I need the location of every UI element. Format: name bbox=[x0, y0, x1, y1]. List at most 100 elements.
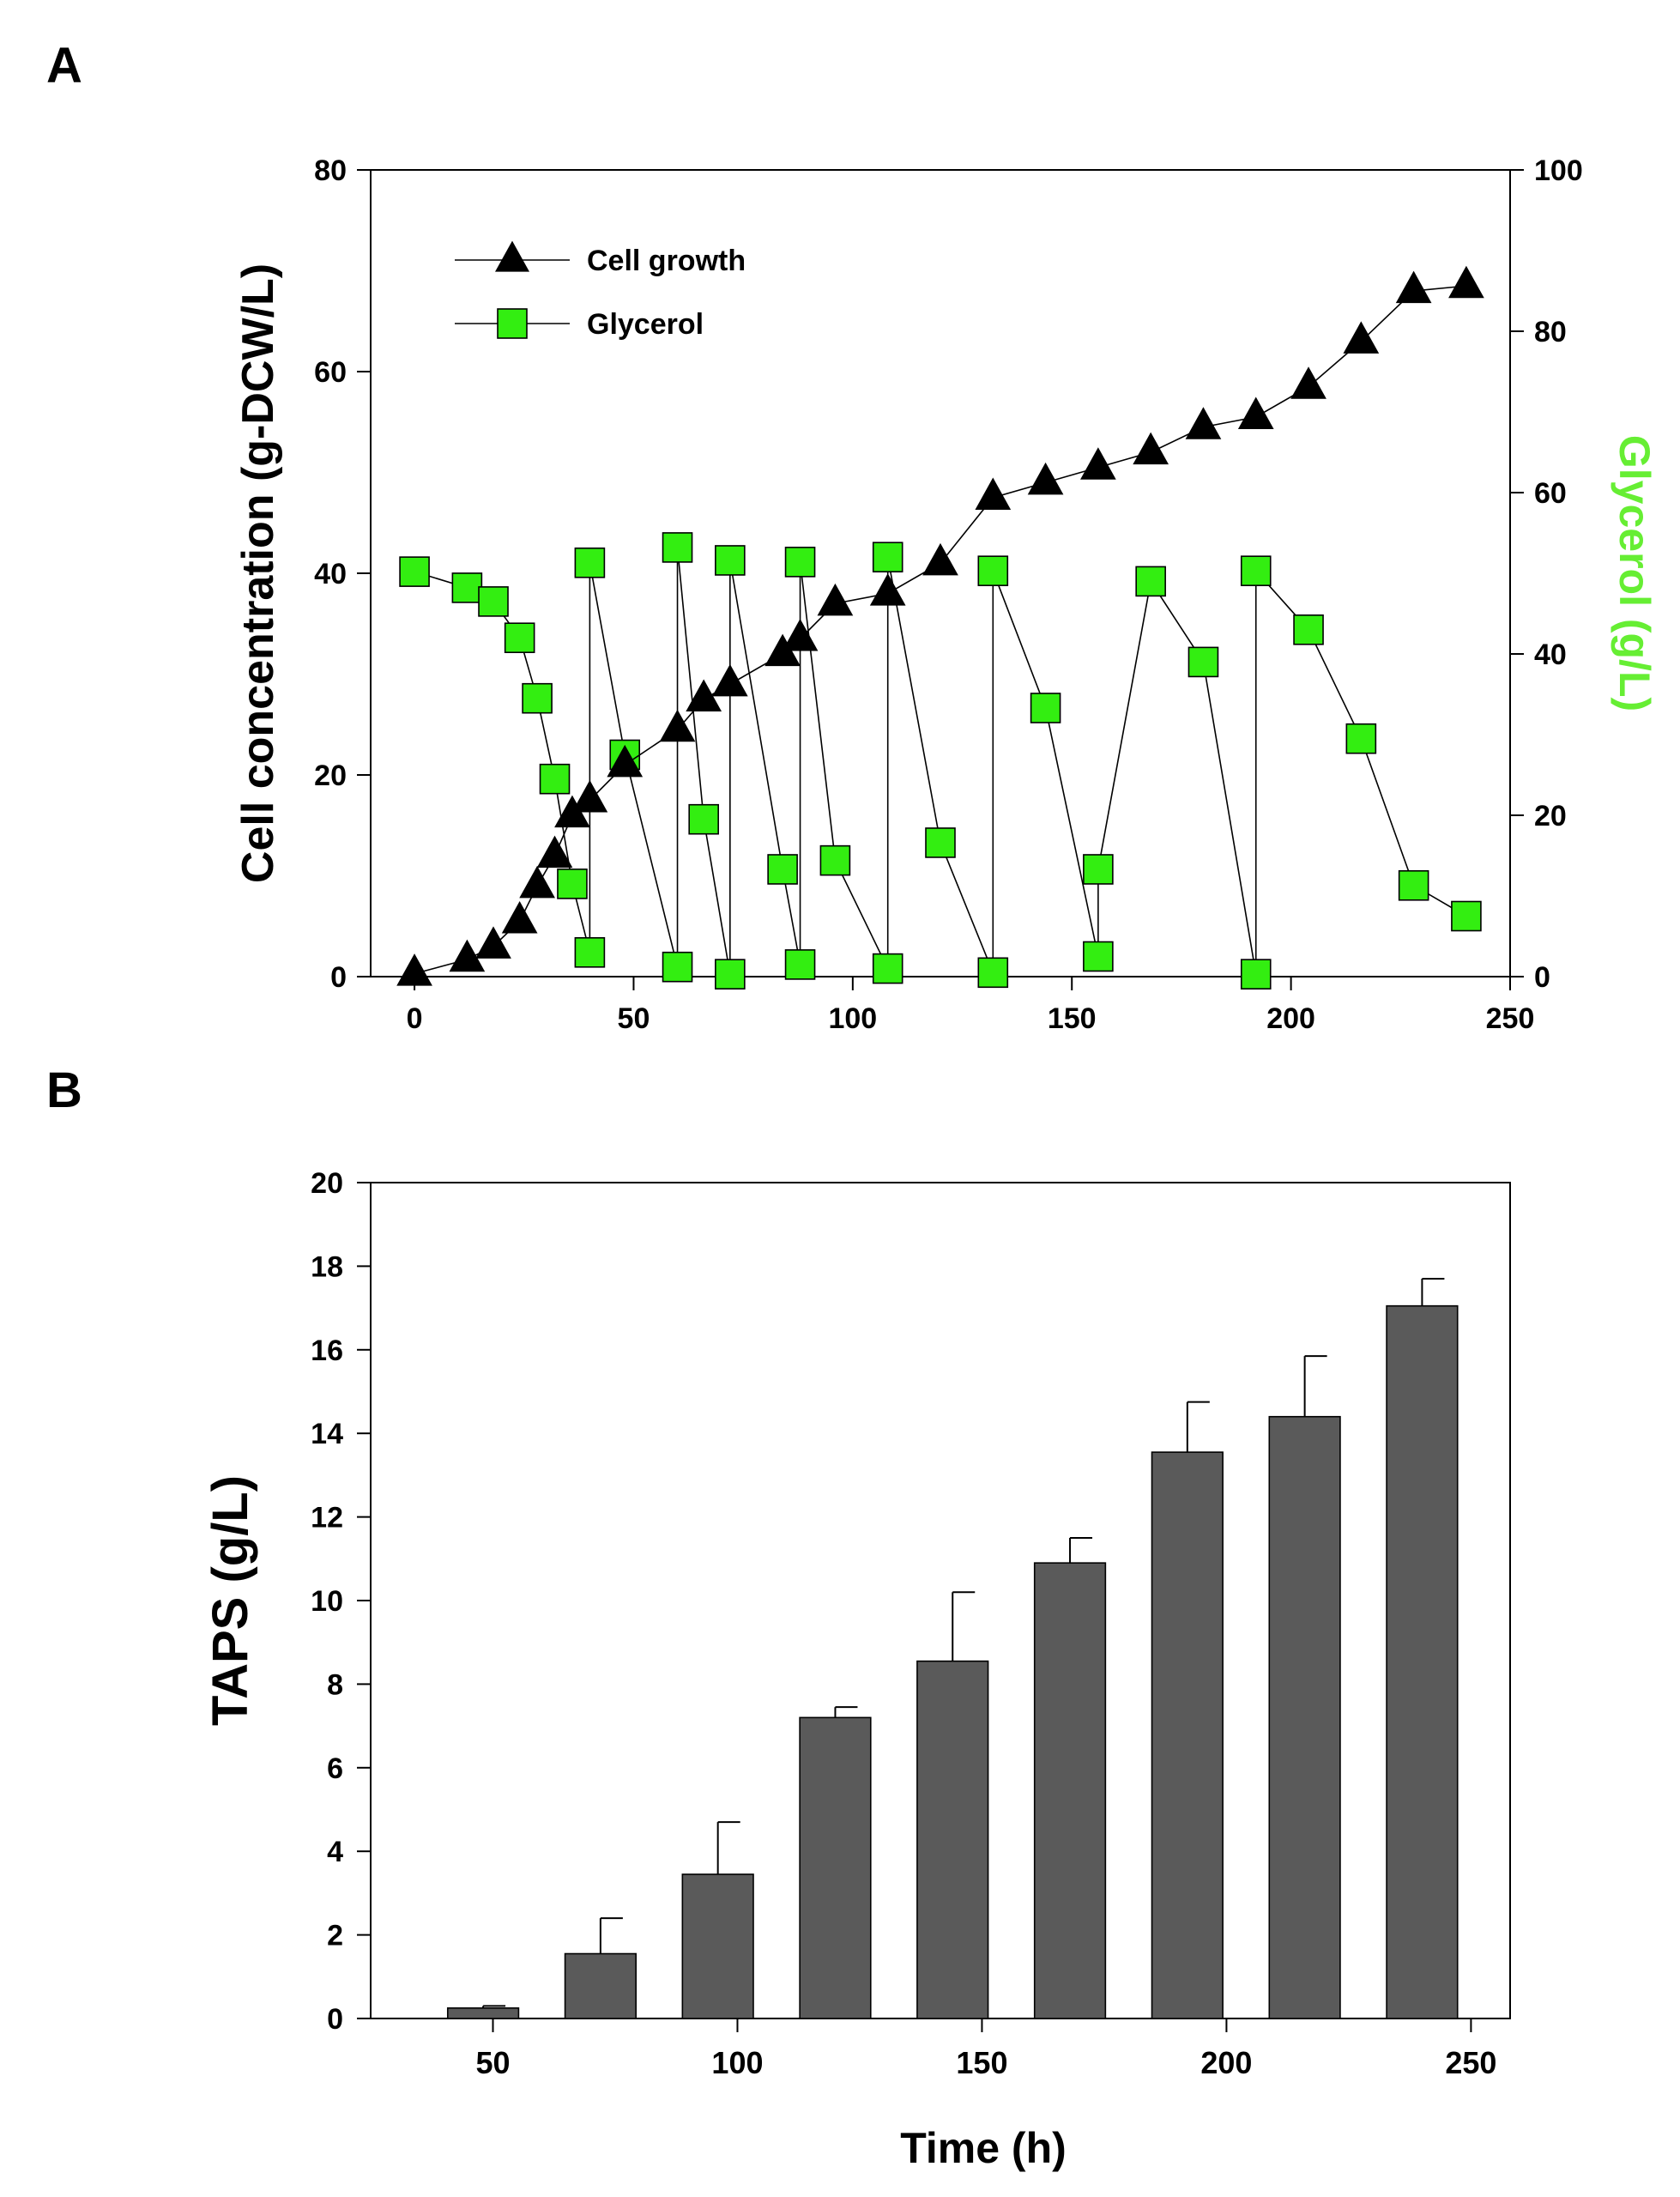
cell-growth-point bbox=[817, 583, 854, 616]
cell-growth-point bbox=[519, 865, 555, 899]
x-tick-label-a: 100 bbox=[828, 1002, 877, 1035]
glycerol-point bbox=[478, 586, 509, 617]
y-tick-label-a: 60 bbox=[314, 356, 347, 389]
y-tick-label-b: 4 bbox=[327, 1836, 343, 1868]
y2-tick-label-a: 60 bbox=[1534, 477, 1567, 510]
y-tick-label-b: 14 bbox=[311, 1418, 343, 1450]
cell-growth-point bbox=[396, 953, 432, 986]
cell-growth-point bbox=[475, 926, 511, 959]
glycerol-point bbox=[688, 803, 719, 835]
cell-growth-point bbox=[1185, 407, 1222, 439]
glycerol-point bbox=[872, 542, 903, 573]
glycerol-point bbox=[574, 937, 606, 968]
cell-growth-point bbox=[1290, 366, 1326, 399]
cell-growth-point bbox=[869, 573, 906, 606]
glycerol-point bbox=[557, 869, 588, 899]
glycerol-point bbox=[522, 682, 553, 714]
x-tick-label-a: 150 bbox=[1048, 1002, 1097, 1035]
glycerol-point bbox=[1293, 614, 1324, 645]
x-axis-label-b: Time (h) bbox=[900, 2124, 1067, 2172]
y2-tick-label-a: 40 bbox=[1534, 639, 1567, 671]
bar bbox=[1386, 1304, 1459, 2019]
legend-label-glycerol: Glycerol bbox=[587, 308, 704, 341]
x-tick-label-a: 50 bbox=[618, 1002, 650, 1035]
panel-a-label: A bbox=[46, 38, 82, 94]
cell-growth-point bbox=[1133, 432, 1169, 465]
y-tick-label-a: 20 bbox=[314, 760, 347, 792]
cell-growth-point bbox=[449, 939, 486, 972]
x-tick-label-a: 200 bbox=[1266, 1002, 1315, 1035]
y-tick-label-b: 20 bbox=[311, 1167, 343, 1200]
y-tick-label-b: 6 bbox=[327, 1752, 343, 1785]
glycerol-point bbox=[399, 556, 430, 587]
cell-growth-point bbox=[711, 663, 748, 697]
cell-growth-point bbox=[922, 542, 958, 576]
bar bbox=[564, 1952, 638, 2019]
x-tick-label-b: 250 bbox=[1445, 2045, 1496, 2080]
glycerol-point bbox=[504, 622, 535, 654]
x-tick-label-b: 50 bbox=[475, 2045, 510, 2080]
cell-growth-point bbox=[1027, 462, 1064, 495]
chart-b: 50 100 150 200 250 0 2 4 6 8 10 12 14 16 18 20 TAPS (g/L… bbox=[202, 1167, 1511, 2172]
glycerol-point bbox=[1398, 869, 1429, 901]
legend-marker-cell-growth bbox=[495, 240, 529, 272]
y2-tick-label-a: 20 bbox=[1534, 800, 1567, 832]
glycerol-point bbox=[1240, 959, 1272, 990]
glycerol-point bbox=[1083, 854, 1114, 885]
cell-growth-point bbox=[1395, 270, 1432, 304]
y2-tick-label-a: 0 bbox=[1534, 961, 1550, 994]
bar bbox=[446, 2007, 520, 2019]
x-tick-label-b: 100 bbox=[711, 2045, 763, 2080]
glycerol-point bbox=[1187, 646, 1219, 678]
chart-a: 0 50 100 150 200 250 0 20 40 60 80 0 20 40 60 80 100 Cell… bbox=[233, 154, 1659, 1035]
bar bbox=[681, 1873, 754, 2019]
x-tick-label-a: 0 bbox=[407, 1002, 423, 1035]
cell-growth-point bbox=[1080, 447, 1116, 480]
glycerol-point bbox=[925, 827, 956, 858]
y-tick-label-a: 80 bbox=[314, 154, 347, 187]
cell-growth-point bbox=[1448, 265, 1484, 299]
bar bbox=[916, 1660, 989, 2019]
y-tick-label-b: 10 bbox=[311, 1585, 343, 1618]
glycerol-point bbox=[662, 951, 693, 983]
cell-growth-point bbox=[782, 619, 819, 651]
glycerol-point bbox=[451, 572, 483, 603]
glycerol-point bbox=[784, 949, 816, 980]
y-tick-label-b: 0 bbox=[327, 2003, 343, 2036]
cell-growth-point bbox=[686, 679, 722, 712]
cell-growth-point bbox=[659, 709, 696, 742]
glycerol-point bbox=[1240, 555, 1272, 586]
glycerol-point bbox=[715, 545, 746, 576]
glycerol-point bbox=[1135, 566, 1166, 597]
y2-tick-label-a: 100 bbox=[1534, 154, 1583, 187]
glycerol-point bbox=[977, 957, 1009, 989]
glycerol-point bbox=[715, 959, 746, 990]
y-tick-label-b: 18 bbox=[311, 1250, 343, 1283]
glycerol-point bbox=[784, 547, 816, 578]
y-tick-label-b: 2 bbox=[327, 1920, 343, 1952]
legend-marker-glycerol bbox=[497, 308, 528, 339]
y-tick-label-a: 40 bbox=[314, 558, 347, 590]
glycerol-point bbox=[574, 547, 606, 578]
glycerol-point bbox=[1030, 693, 1061, 723]
glycerol-point bbox=[1083, 941, 1114, 972]
cell-growth-point bbox=[607, 744, 644, 778]
glycerol-point bbox=[1451, 900, 1482, 932]
y-tick-label-a: 0 bbox=[330, 961, 347, 994]
x-tick-label-b: 150 bbox=[956, 2045, 1007, 2080]
series-line-glycerol bbox=[414, 547, 1467, 975]
y-tick-label-b: 16 bbox=[311, 1335, 343, 1367]
glycerol-point bbox=[662, 532, 693, 563]
glycerol-point bbox=[977, 555, 1009, 586]
cell-growth-point bbox=[1237, 396, 1274, 430]
bar bbox=[1151, 1451, 1224, 2019]
y2-axis-label-a: Glycerol (g/L) bbox=[1611, 435, 1659, 711]
bar bbox=[1268, 1415, 1341, 2019]
bar bbox=[1033, 1562, 1107, 2019]
cell-growth-point bbox=[571, 780, 608, 813]
glycerol-point bbox=[767, 854, 798, 885]
x-tick-label-b: 200 bbox=[1200, 2045, 1252, 2080]
x-tick-label-a: 250 bbox=[1486, 1002, 1535, 1035]
glycerol-point bbox=[539, 763, 571, 795]
